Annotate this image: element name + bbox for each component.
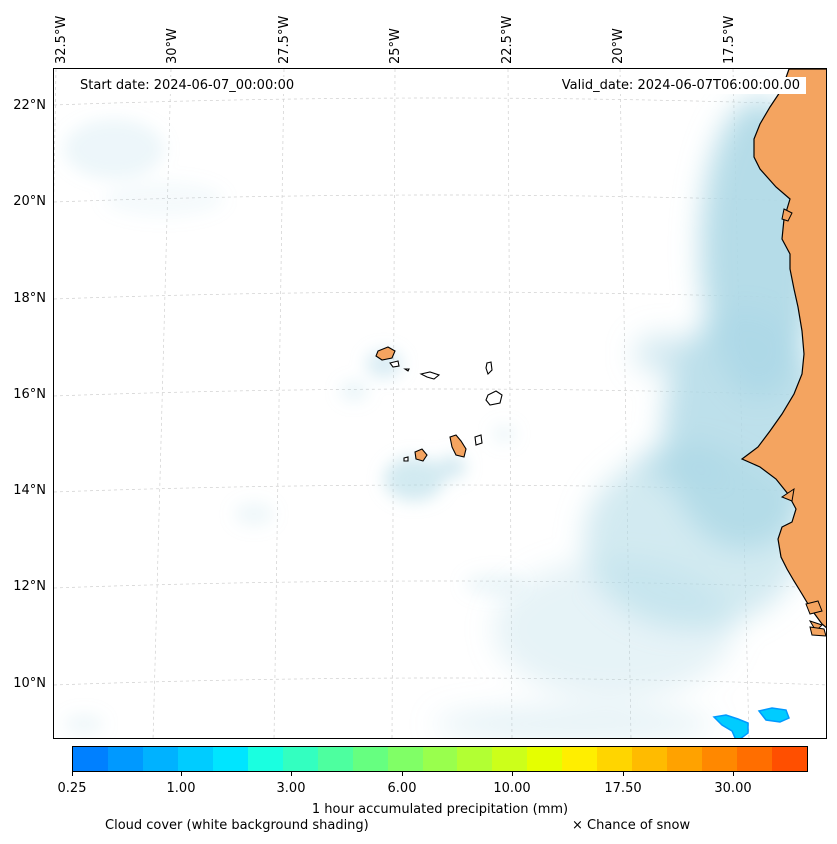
cape-verde-islands xyxy=(375,346,503,462)
island-fogo xyxy=(414,448,428,462)
snow-legend: × Chance of snow xyxy=(572,818,691,833)
colorbar-segment xyxy=(457,747,493,771)
precipitation xyxy=(712,707,790,738)
lat-label: 10°N xyxy=(13,676,46,691)
parallel-22n xyxy=(54,97,826,106)
map-frame: Start date: 2024-06-07_00:00:00 Valid_da… xyxy=(53,68,827,739)
colorbar-segment xyxy=(247,747,283,771)
island-sao-nicolau xyxy=(419,371,441,380)
africa-mainland xyxy=(740,69,826,629)
lon-label: 27.5°W xyxy=(277,15,292,64)
colorbar-segment xyxy=(142,747,178,771)
valid-date-label: Valid_date: 2024-06-07T06:00:00.00 xyxy=(555,77,806,94)
colorbar-segment xyxy=(177,747,213,771)
colorbar-segment xyxy=(562,747,598,771)
colorbar-tick-label: 3.00 xyxy=(276,781,306,796)
map-canvas xyxy=(54,69,826,738)
colorbar-title: 1 hour accumulated precipitation (mm) xyxy=(311,802,569,817)
colorbar-segment xyxy=(527,747,563,771)
colorbar-segment xyxy=(352,747,388,771)
colorbar-tick-label: 0.25 xyxy=(57,781,87,796)
colorbar-tickmark xyxy=(623,772,624,776)
colorbar-tickmark xyxy=(72,772,73,776)
lat-label: 14°N xyxy=(13,483,46,498)
parallel-16n xyxy=(54,388,826,397)
parallel-12n xyxy=(54,580,826,589)
meridian-17-5w xyxy=(732,69,750,738)
colorbar-segment xyxy=(632,747,668,771)
colorbar-segment xyxy=(492,747,528,771)
lat-label: 12°N xyxy=(13,579,46,594)
coast-detail xyxy=(805,600,823,615)
lon-label: 25°W xyxy=(388,28,403,64)
colorbar-segment xyxy=(107,747,143,771)
island-santiago xyxy=(449,434,467,458)
coast-detail xyxy=(781,208,793,222)
colorbar-segment xyxy=(212,747,248,771)
lon-label: 22.5°W xyxy=(500,15,515,64)
island-santa-luzia xyxy=(403,368,410,372)
lon-label: 32.5°W xyxy=(54,15,69,64)
colorbar-tick-label: 10.00 xyxy=(493,781,531,796)
colorbar-segment xyxy=(597,747,633,771)
precipitation-colorbar xyxy=(72,746,808,772)
colorbar-segment xyxy=(422,747,458,771)
start-date-label: Start date: 2024-06-07_00:00:00 xyxy=(74,77,301,94)
colorbar-tick-label: 30.00 xyxy=(714,781,752,796)
colorbar-tickmark xyxy=(181,772,182,776)
meridian-25w xyxy=(391,69,396,738)
island-boa-vista xyxy=(485,390,503,406)
coast-detail xyxy=(780,487,795,502)
lat-label: 20°N xyxy=(13,194,46,209)
parallel-14n xyxy=(54,484,826,493)
colorbar-segment xyxy=(387,747,423,771)
island-brava xyxy=(403,456,409,462)
colorbar-tick-label: 6.00 xyxy=(387,781,417,796)
island-santo-antao xyxy=(375,346,396,361)
lat-label: 16°N xyxy=(13,387,46,402)
island-sao-vicente xyxy=(389,360,400,368)
colorbar-segment xyxy=(737,747,773,771)
island-maio xyxy=(474,434,483,446)
coast-detail xyxy=(809,626,826,637)
lon-label: 20°W xyxy=(611,28,626,64)
parallel-10n xyxy=(54,677,826,686)
lon-label: 17.5°W xyxy=(722,15,737,64)
colorbar-segment xyxy=(73,747,108,771)
colorbar-tick-label: 17.50 xyxy=(604,781,642,796)
lat-label: 18°N xyxy=(13,291,46,306)
colorbar-segment xyxy=(702,747,738,771)
meridian-32-5w xyxy=(54,69,57,201)
colorbar-tickmark xyxy=(733,772,734,776)
meridian-27-5w xyxy=(273,69,285,738)
colorbar-segment xyxy=(282,747,318,771)
parallel-18n xyxy=(54,291,826,300)
precip-patch xyxy=(712,714,749,738)
colorbar-tickmark xyxy=(291,772,292,776)
colorbar-segment xyxy=(317,747,353,771)
precip-patch xyxy=(757,707,790,723)
lat-label: 22°N xyxy=(13,98,46,113)
cloud-cover-legend: Cloud cover (white background shading) xyxy=(105,818,369,833)
colorbar-segment xyxy=(667,747,703,771)
lon-label: 30°W xyxy=(165,28,180,64)
colorbar-tickmark xyxy=(402,772,403,776)
colorbar-segment xyxy=(772,747,808,771)
meridian-30w xyxy=(152,69,172,738)
island-sal xyxy=(485,361,493,376)
colorbar-tick-label: 1.00 xyxy=(166,781,196,796)
colorbar-tickmark xyxy=(512,772,513,776)
